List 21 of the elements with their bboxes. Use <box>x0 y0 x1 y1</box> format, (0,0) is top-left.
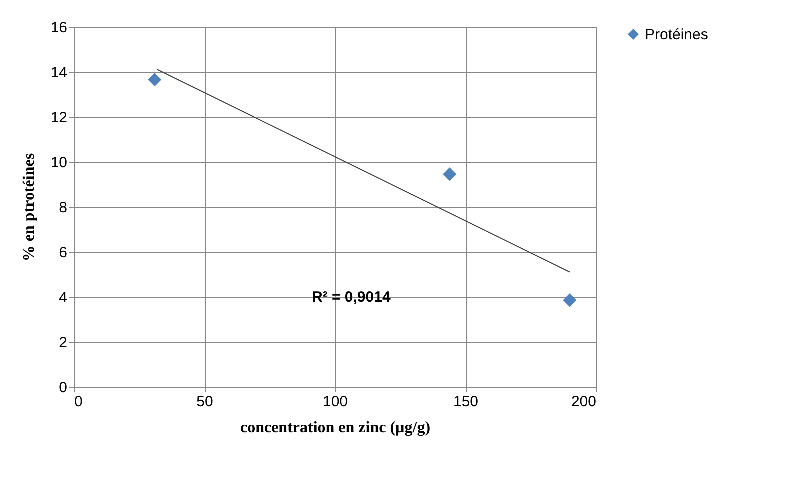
y-tick-label: 8 <box>59 200 68 216</box>
x-tick-label: 150 <box>453 394 479 410</box>
point <box>148 73 162 87</box>
point <box>443 168 457 182</box>
point <box>563 294 577 308</box>
y-tick-label: 16 <box>50 20 68 36</box>
x-tick-label: 0 <box>74 394 83 410</box>
x-tick-label: 50 <box>196 394 214 410</box>
y-tick-label: 0 <box>59 380 68 396</box>
y-tick-label: 2 <box>59 334 68 352</box>
x-axis-title: concentration en zinc (µg/g) <box>240 420 431 436</box>
y-tick-label: 14 <box>50 64 68 82</box>
legend-label: Protéines <box>645 26 708 44</box>
y-tick-label: 10 <box>50 154 68 172</box>
annotation: R² = 0,9014 <box>312 289 392 306</box>
x-tick-label: 200 <box>571 394 596 410</box>
y-tick-label: 12 <box>50 110 68 126</box>
y-axis-title: % en ptrotéines <box>20 153 38 262</box>
y-tick-label: 4 <box>59 290 68 306</box>
x-tick-label: 100 <box>322 394 348 410</box>
y-tick-label: 6 <box>59 244 68 262</box>
